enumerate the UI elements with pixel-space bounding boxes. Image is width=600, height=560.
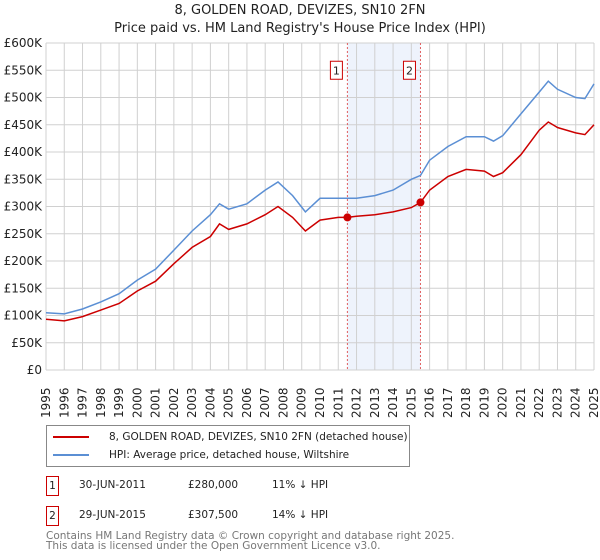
x-tick-label: 2005 — [222, 387, 236, 418]
sale-hpi-diff: 14% ↓ HPI — [272, 509, 329, 521]
x-tick-label: 2012 — [350, 387, 364, 418]
chart-title: 8, GOLDEN ROAD, DEVIZES, SN10 2FN — [174, 3, 426, 18]
x-tick-label: 2001 — [149, 387, 163, 418]
y-tick-label: £0 — [27, 363, 42, 377]
x-tick-label: 2008 — [276, 387, 290, 418]
sale-date: 30-JUN-2011 — [79, 479, 146, 491]
sale-point — [416, 198, 425, 207]
x-tick-label: 2020 — [496, 387, 510, 418]
x-tick-label: 2024 — [569, 387, 583, 418]
property-price-line — [45, 121, 595, 322]
sale-price: £280,000 — [188, 479, 239, 491]
sale-price: £307,500 — [188, 509, 239, 521]
y-tick-label: £500K — [4, 91, 44, 105]
x-tick-label: 1999 — [112, 387, 126, 418]
hpi-line — [45, 80, 595, 315]
x-tick-label: 1996 — [57, 387, 71, 418]
x-tick-label: 2009 — [295, 387, 309, 418]
x-tick-label: 2011 — [331, 387, 345, 418]
sale-row-2: 2 29-JUN-2015 £307,500 14% ↓ HPI — [46, 506, 546, 526]
footer-licence: This data is licensed under the Open Gov… — [46, 540, 381, 552]
x-tick-label: 2002 — [167, 387, 181, 418]
y-tick-label: £250K — [4, 227, 44, 241]
footer-copyright: Contains HM Land Registry data © Crown c… — [46, 530, 455, 542]
y-tick-label: £550K — [4, 63, 44, 77]
x-tick-label: 2013 — [368, 387, 382, 418]
sale-label: 2 — [406, 64, 413, 77]
x-tick-label: 2000 — [130, 387, 144, 418]
x-tick-label: 2004 — [203, 387, 217, 418]
y-tick-label: £200K — [4, 254, 44, 268]
footer: Contains HM Land Registry data © Crown c… — [46, 530, 455, 552]
x-tick-label: 2007 — [258, 387, 272, 418]
x-tick-label: 1997 — [76, 387, 90, 418]
x-tick-label: 2023 — [550, 387, 564, 418]
x-tick-label: 2022 — [532, 387, 546, 418]
chart-plot: £0 £50K £100K £150K £200K £250K £300K £350K £400… — [4, 36, 600, 418]
sale-point — [343, 213, 352, 222]
legend-item-property: 8, GOLDEN ROAD, DEVIZES, SN10 2FN (detac… — [47, 429, 408, 445]
x-tick-label: 2010 — [313, 387, 327, 418]
y-tick-label: £100K — [4, 309, 44, 323]
y-tick-label: £400K — [4, 145, 44, 159]
x-tick-label: 2025 — [587, 387, 600, 418]
legend-swatch — [53, 436, 89, 438]
y-tick-label: £350K — [4, 172, 44, 186]
x-tick-label: 2015 — [404, 387, 418, 418]
y-tick-label: £450K — [4, 118, 44, 132]
legend-item-hpi: HPI: Average price, detached house, Wilt… — [47, 447, 349, 463]
sale-label: 1 — [333, 64, 340, 77]
x-tick-label: 1998 — [94, 387, 108, 418]
y-tick-label: £300K — [4, 200, 44, 214]
sale-date: 29-JUN-2015 — [79, 509, 146, 521]
sale-badge: 2 — [46, 506, 59, 526]
legend-swatch — [53, 454, 89, 456]
sale-badge: 1 — [46, 476, 59, 496]
y-tick-label: £600K — [4, 36, 44, 50]
sale-hpi-diff: 11% ↓ HPI — [272, 479, 329, 491]
sale-label-box — [402, 60, 416, 80]
x-tick-label: 2006 — [240, 387, 254, 418]
chart-subtitle: Price paid vs. HM Land Registry's House … — [114, 21, 486, 36]
x-tick-label: 2018 — [459, 387, 473, 418]
y-tick-label: £150K — [4, 281, 44, 295]
x-tick-label: 2021 — [514, 387, 528, 418]
x-tick-label: 1995 — [39, 387, 53, 418]
legend-label: 8, GOLDEN ROAD, DEVIZES, SN10 2FN (detac… — [109, 431, 408, 443]
legend: 8, GOLDEN ROAD, DEVIZES, SN10 2FN (detac… — [46, 425, 410, 467]
x-tick-label: 2016 — [423, 387, 437, 418]
x-tick-label: 2017 — [441, 387, 455, 418]
legend-label: HPI: Average price, detached house, Wilt… — [109, 449, 350, 461]
x-tick-label: 2014 — [386, 387, 400, 418]
y-tick-label: £50K — [11, 336, 43, 350]
x-tick-label: 2003 — [185, 387, 199, 418]
sale-label-box — [329, 60, 343, 80]
sale-row-1: 1 30-JUN-2011 £280,000 11% ↓ HPI — [46, 476, 546, 496]
x-tick-label: 2019 — [477, 387, 491, 418]
